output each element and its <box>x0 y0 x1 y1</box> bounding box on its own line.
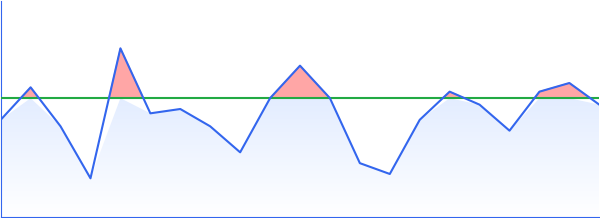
PathPatch shape <box>1 98 599 217</box>
